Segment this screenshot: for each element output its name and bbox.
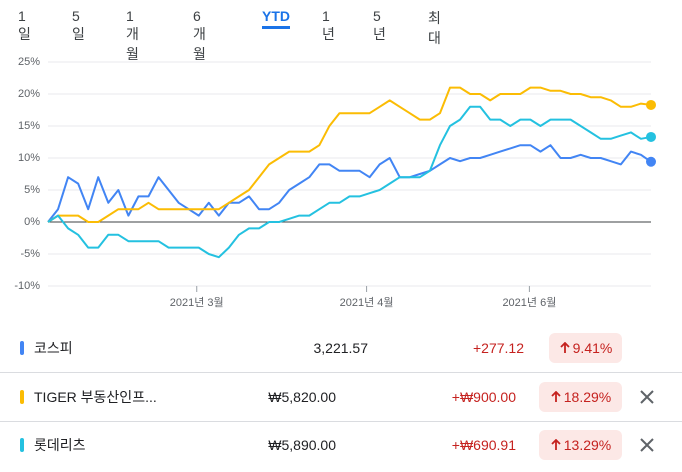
series-swatch xyxy=(20,390,24,404)
close-icon xyxy=(640,390,654,404)
series-name: 코스피 xyxy=(34,340,73,356)
range-tab[interactable]: 최대 xyxy=(428,10,441,46)
y-tick-label: 20% xyxy=(18,88,40,100)
percent-pill: 13.29% xyxy=(539,430,622,460)
price: ₩5,890.00 xyxy=(268,437,336,453)
y-tick-label: -5% xyxy=(20,248,40,260)
y-tick-label: -10% xyxy=(14,280,40,292)
end-point xyxy=(646,156,656,167)
range-tab[interactable]: 5년 xyxy=(373,8,386,42)
end-point xyxy=(646,131,656,142)
percent-pill: 9.41% xyxy=(549,333,622,363)
change: +277.12 xyxy=(473,340,524,356)
range-tab[interactable]: 1일 xyxy=(18,8,31,42)
percent: 18.29% xyxy=(563,389,612,405)
range-tab[interactable]: 5일 xyxy=(72,8,85,42)
range-tab[interactable]: 1개월 xyxy=(126,8,139,62)
range-tab[interactable]: YTD xyxy=(262,8,290,29)
y-tick-label: 15% xyxy=(18,120,40,132)
series-name: 롯데리츠 xyxy=(34,437,86,453)
table-row[interactable]: 코스피 3,221.57 +277.12 9.41% xyxy=(0,324,682,373)
x-tick-label: 2021년 6월 xyxy=(502,296,556,309)
x-tick-label: 2021년 4월 xyxy=(340,296,394,309)
series-line xyxy=(47,144,652,223)
price: 3,221.57 xyxy=(313,340,369,356)
range-tab[interactable]: 6개월 xyxy=(193,8,206,62)
close-icon xyxy=(640,438,654,452)
up-arrow xyxy=(551,439,561,450)
end-point xyxy=(646,99,656,110)
y-tick-label: 25% xyxy=(18,56,40,68)
y-tick-label: 10% xyxy=(18,152,40,164)
change: +₩900.00 xyxy=(451,389,516,405)
y-tick-label: 5% xyxy=(24,184,40,196)
series-line xyxy=(47,105,652,259)
up-arrow xyxy=(551,391,561,402)
up-arrow xyxy=(560,342,570,353)
remove-button[interactable] xyxy=(637,387,657,407)
series-name: TIGER 부동산인프... xyxy=(34,389,157,405)
range-tab[interactable]: 1년 xyxy=(322,8,335,42)
percent-pill: 18.29% xyxy=(539,382,622,412)
remove-button[interactable] xyxy=(637,435,657,455)
price: ₩5,820.00 xyxy=(268,389,336,405)
table-row[interactable]: TIGER 부동산인프... ₩5,820.00 +₩900.00 18.29% xyxy=(0,373,682,422)
x-tick-label: 2021년 3월 xyxy=(170,296,224,309)
series-swatch xyxy=(20,438,24,452)
series-line xyxy=(47,86,652,223)
percent: 13.29% xyxy=(563,437,612,453)
y-tick-label: 0% xyxy=(24,216,40,228)
table-row[interactable]: 롯데리츠 ₩5,890.00 +₩690.91 13.29% xyxy=(0,421,682,469)
change: +₩690.91 xyxy=(451,437,516,453)
chart: 25% 20% 15% 10% 5% 0% -5% -10% 2021년 3월 2021년 4월 2… xyxy=(14,56,656,309)
percent: 9.41% xyxy=(572,340,613,356)
series-swatch xyxy=(20,341,24,355)
